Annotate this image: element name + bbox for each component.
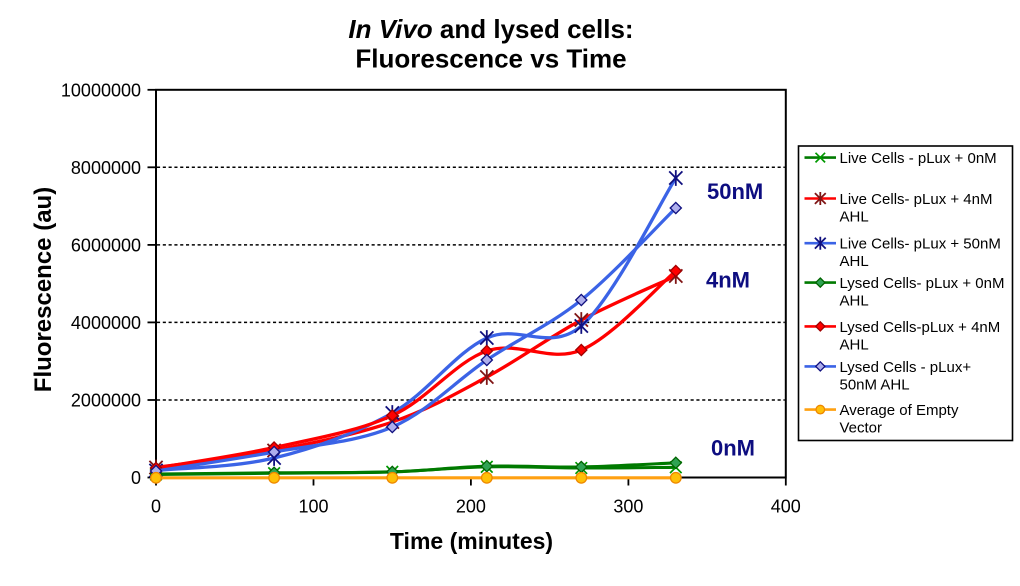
svg-text:300: 300 bbox=[613, 497, 643, 517]
svg-text:6000000: 6000000 bbox=[71, 236, 141, 256]
svg-text:AHL: AHL bbox=[840, 253, 869, 270]
svg-text:Live Cells- pLux + 4nM: Live Cells- pLux + 4nM bbox=[840, 191, 993, 208]
svg-text:AHL: AHL bbox=[840, 293, 869, 310]
svg-text:4000000: 4000000 bbox=[71, 313, 141, 333]
svg-text:Lysed Cells- pLux + 0nM: Lysed Cells- pLux + 0nM bbox=[840, 275, 1005, 292]
svg-text:8000000: 8000000 bbox=[71, 158, 141, 178]
svg-text:50nM AHL: 50nM AHL bbox=[840, 376, 910, 393]
svg-text:Live Cells - pLux + 0nM: Live Cells - pLux + 0nM bbox=[840, 150, 997, 167]
svg-text:100: 100 bbox=[298, 497, 328, 517]
svg-text:Lysed Cells-pLux + 4nM: Lysed Cells-pLux + 4nM bbox=[840, 319, 1001, 336]
svg-text:AHL: AHL bbox=[840, 208, 869, 225]
svg-text:0nM: 0nM bbox=[711, 436, 755, 461]
svg-text:Fluorescence vs Time: Fluorescence vs Time bbox=[355, 44, 626, 74]
svg-text:Time (minutes): Time (minutes) bbox=[390, 528, 553, 554]
svg-text:0: 0 bbox=[151, 497, 161, 517]
svg-text:AHL: AHL bbox=[840, 336, 869, 353]
svg-text:In Vivo and lysed cells:: In Vivo and lysed cells: bbox=[348, 14, 633, 44]
svg-text:0: 0 bbox=[131, 468, 141, 488]
svg-text:50nM: 50nM bbox=[707, 179, 763, 204]
svg-text:Live Cells- pLux + 50nM: Live Cells- pLux + 50nM bbox=[840, 236, 1001, 253]
svg-text:Lysed Cells - pLux+: Lysed Cells - pLux+ bbox=[840, 359, 972, 376]
svg-text:2000000: 2000000 bbox=[71, 391, 141, 411]
svg-text:4nM: 4nM bbox=[706, 267, 750, 292]
svg-text:400: 400 bbox=[771, 497, 801, 517]
svg-text:Average of Empty: Average of Empty bbox=[840, 402, 959, 419]
svg-text:200: 200 bbox=[456, 497, 486, 517]
svg-text:Vector: Vector bbox=[840, 420, 883, 437]
svg-text:Fluorescence (au): Fluorescence (au) bbox=[30, 187, 57, 392]
svg-text:10000000: 10000000 bbox=[61, 80, 141, 100]
